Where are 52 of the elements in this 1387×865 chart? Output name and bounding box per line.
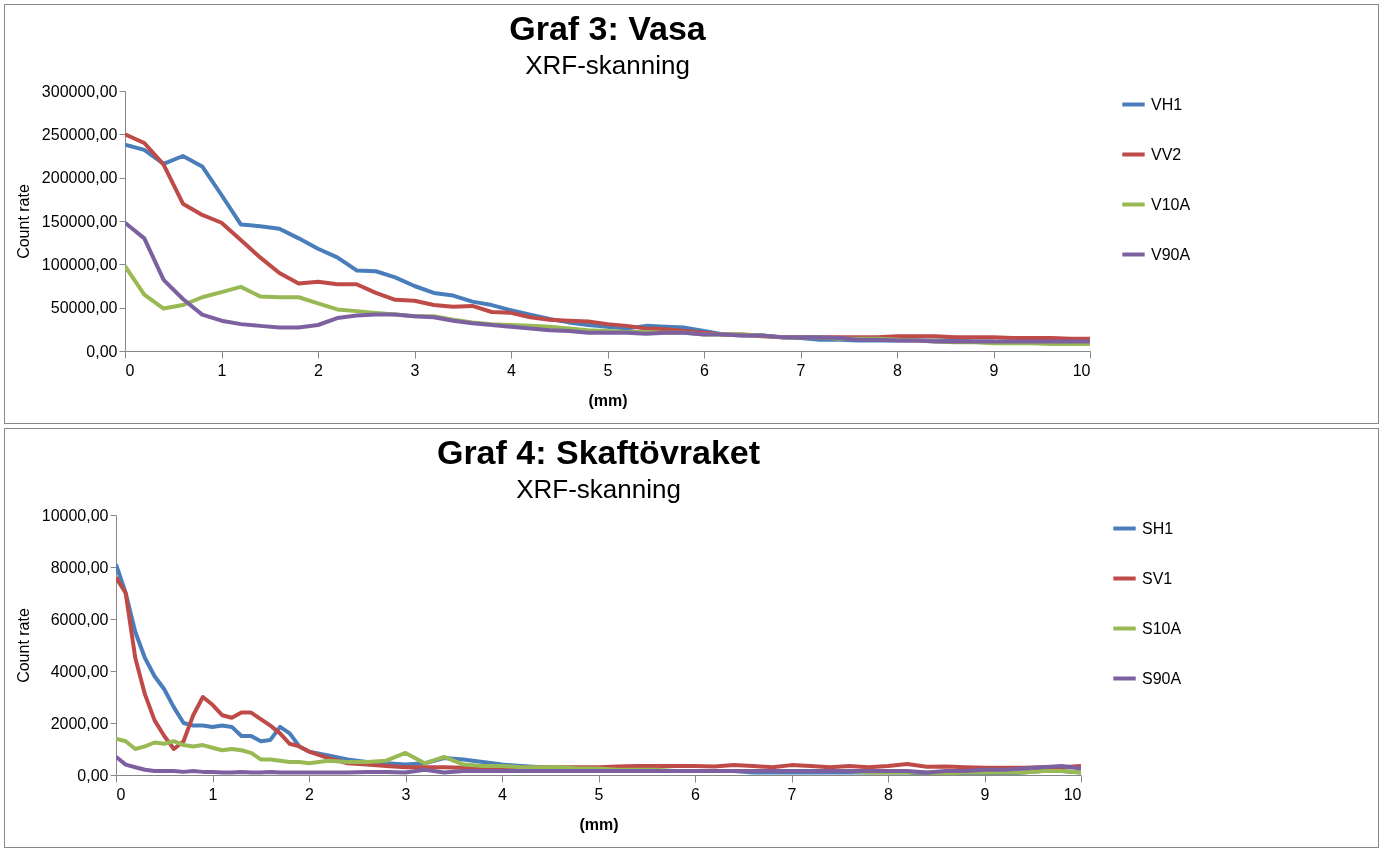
x-axis-title: (mm) bbox=[588, 391, 628, 409]
x-tick-label: 10 bbox=[1072, 361, 1091, 379]
y-axis-title: Count rate bbox=[14, 184, 32, 259]
x-tick-label: 7 bbox=[787, 785, 797, 803]
x-tick-label: 3 bbox=[410, 361, 420, 379]
x-tick-label: 5 bbox=[594, 785, 604, 803]
chart-title: Graf 4: Skaftövraket bbox=[436, 433, 761, 471]
chart-subtitle: XRF-skanning bbox=[516, 474, 681, 504]
legend-label: VV2 bbox=[1151, 145, 1182, 163]
x-tick-label: 3 bbox=[401, 785, 411, 803]
legend-label: V10A bbox=[1151, 195, 1191, 213]
x-tick-label: 0 bbox=[125, 361, 135, 379]
y-tick-label: 150000,00 bbox=[41, 212, 118, 230]
y-tick-label: 2000,00 bbox=[50, 714, 109, 732]
y-tick-label: 200000,00 bbox=[41, 169, 118, 187]
chart-subtitle: XRF-skanning bbox=[525, 50, 690, 80]
legend-label: VH1 bbox=[1151, 95, 1183, 113]
x-tick-label: 4 bbox=[507, 361, 517, 379]
x-tick-label: 2 bbox=[305, 785, 315, 803]
x-tick-label: 10 bbox=[1063, 785, 1082, 803]
legend-label: SV1 bbox=[1142, 569, 1173, 587]
x-tick-label: 2 bbox=[314, 361, 324, 379]
line-series bbox=[125, 220, 1090, 344]
x-axis-title: (mm) bbox=[579, 815, 619, 833]
x-tick-label: 4 bbox=[498, 785, 508, 803]
y-tick-label: 300000,00 bbox=[41, 82, 118, 100]
x-tick-label: 8 bbox=[884, 785, 894, 803]
y-tick-label: 4000,00 bbox=[50, 662, 109, 680]
x-tick-label: 9 bbox=[989, 361, 999, 379]
chart-title: Graf 3: Vasa bbox=[509, 9, 707, 47]
y-tick-label: 50000,00 bbox=[50, 299, 118, 317]
x-tick-label: 0 bbox=[116, 785, 126, 803]
x-tick-label: 6 bbox=[700, 361, 710, 379]
x-tick-label: 1 bbox=[217, 361, 227, 379]
x-tick-label: 5 bbox=[603, 361, 613, 379]
y-axis-title: Count rate bbox=[14, 608, 32, 683]
x-tick-label: 9 bbox=[980, 785, 990, 803]
y-tick-label: 6000,00 bbox=[50, 610, 109, 628]
x-tick-label: 7 bbox=[796, 361, 806, 379]
y-tick-label: 0,00 bbox=[86, 342, 118, 360]
legend-label: V90A bbox=[1151, 245, 1191, 263]
legend-label: S90A bbox=[1142, 669, 1182, 687]
y-tick-label: 8000,00 bbox=[50, 558, 109, 576]
y-tick-label: 250000,00 bbox=[41, 125, 118, 143]
y-tick-label: 0,00 bbox=[77, 766, 109, 784]
legend-label: SH1 bbox=[1142, 519, 1174, 537]
y-tick-label: 100000,00 bbox=[41, 255, 118, 273]
x-tick-label: 6 bbox=[691, 785, 701, 803]
legend-label: S10A bbox=[1142, 619, 1182, 637]
y-tick-label: 10000,00 bbox=[41, 506, 109, 524]
x-tick-label: 1 bbox=[208, 785, 218, 803]
x-tick-label: 8 bbox=[893, 361, 903, 379]
